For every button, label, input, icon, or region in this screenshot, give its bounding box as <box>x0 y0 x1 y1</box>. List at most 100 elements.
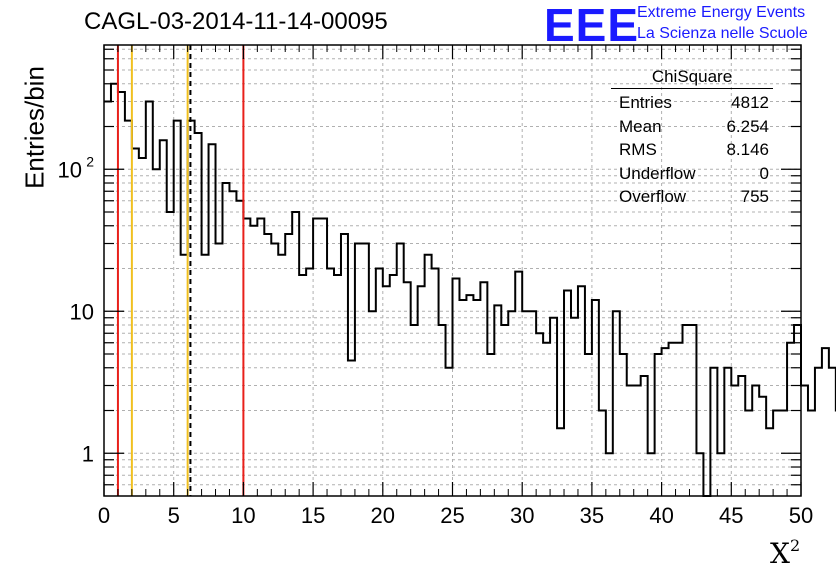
histogram-bin <box>536 333 543 496</box>
histogram-bin <box>341 234 348 496</box>
stats-row: Entries 4812 <box>611 91 773 115</box>
stats-title: ChiSquare <box>611 67 773 89</box>
histogram-bin <box>195 133 202 496</box>
x-tick-label: 20 <box>371 503 395 528</box>
histogram-bin <box>236 201 243 496</box>
histogram-bin <box>362 244 369 496</box>
logo-subtitle-1: Extreme Energy Events <box>637 4 806 21</box>
histogram-bin <box>669 343 676 496</box>
histogram-bin <box>229 191 236 496</box>
histogram-bin <box>641 376 648 496</box>
histogram-bin <box>487 354 494 496</box>
y-tick-label: 10 <box>70 299 94 324</box>
x-tick-label: 50 <box>789 503 813 528</box>
stats-value: 755 <box>740 187 769 206</box>
histogram-bin <box>522 311 529 496</box>
histogram-bin <box>446 368 453 496</box>
histogram-bin <box>209 144 216 496</box>
histogram-bin <box>815 368 822 496</box>
stats-label: RMS <box>619 140 657 159</box>
histogram-bin <box>250 226 257 496</box>
histogram-bin <box>306 269 313 496</box>
histogram-bin <box>634 386 641 496</box>
histogram-bin <box>738 376 745 496</box>
histogram-bin <box>515 272 522 496</box>
histogram-outline <box>104 82 836 497</box>
histogram-bin <box>676 343 683 496</box>
stats-row: Overflow 755 <box>611 185 773 209</box>
histogram-bin <box>216 244 223 496</box>
stats-value: 0 <box>759 163 769 183</box>
histogram-bin <box>327 269 334 496</box>
histogram-series <box>104 82 836 497</box>
histogram-bin <box>508 311 515 496</box>
stats-label: Entries <box>619 93 672 112</box>
histogram-bin <box>585 354 592 496</box>
histogram-bin <box>243 219 250 496</box>
cut-lines <box>116 45 245 496</box>
x-tick-label: 10 <box>231 503 255 528</box>
x-tick-label: 0 <box>98 503 110 528</box>
y-tick-label: 1 <box>82 441 94 466</box>
stats-box: ChiSquare Entries 4812 Mean 6.254 RMS 8.146… <box>611 67 773 209</box>
stats-row: Mean 6.254 <box>611 115 773 139</box>
x-axis-label-symbol: X <box>770 537 790 570</box>
stats-label: Overflow <box>619 187 687 206</box>
histogram-bin <box>724 368 731 496</box>
eee-logo: EEE <box>544 0 640 51</box>
histogram-bin <box>355 244 362 496</box>
x-tick-labels: 0 5 10 15 20 25 30 35 40 45 50 <box>98 503 813 528</box>
histogram-bin <box>822 348 829 496</box>
histogram-bin <box>404 282 411 496</box>
x-axis-label-superscript: 2 <box>789 536 801 555</box>
histogram-bin <box>397 244 404 496</box>
histogram-bin <box>376 269 383 496</box>
histogram-bin <box>146 102 153 496</box>
stats-row: RMS 8.146 <box>611 138 773 162</box>
histogram-bin <box>766 428 773 496</box>
histogram-bin <box>662 348 669 496</box>
histogram-bin <box>564 291 571 496</box>
histogram-bin <box>174 121 181 496</box>
histogram-bin <box>801 386 808 496</box>
axis-ticks <box>103 45 802 496</box>
histogram-bin <box>125 121 132 496</box>
histogram-bin <box>710 368 717 496</box>
histogram-bin <box>104 102 111 496</box>
x-tick-label: 30 <box>510 503 534 528</box>
histogram-bin <box>808 411 815 496</box>
histogram-bin <box>787 343 794 496</box>
stats-value: 6.254 <box>726 116 769 136</box>
histogram-bin <box>752 386 759 496</box>
histogram-bin <box>313 219 320 496</box>
y-axis-label: Entries/bin <box>19 66 50 189</box>
histogram-bin <box>613 311 620 496</box>
histogram-bin <box>257 219 264 496</box>
histogram-bin <box>369 311 376 496</box>
histogram-bin <box>271 244 278 496</box>
histogram-bin <box>320 219 327 496</box>
logo-subtitle-2: La Scienza nelle Scuole <box>637 25 808 42</box>
x-tick-label: 40 <box>649 503 673 528</box>
histogram-bin <box>620 354 627 496</box>
stats-value: 4812 <box>731 93 769 112</box>
histogram-bin <box>655 354 662 496</box>
x-tick-label: 35 <box>580 503 604 528</box>
stats-value: 8.146 <box>726 140 769 159</box>
histogram-bin <box>432 269 439 496</box>
histogram-bin <box>153 169 160 496</box>
histogram-bin <box>550 318 557 496</box>
histogram-bin <box>557 428 564 496</box>
y-tick-label: 10 <box>58 157 82 182</box>
stats-label: Underflow <box>619 163 696 183</box>
histogram-bin <box>285 234 292 496</box>
x-tick-label: 25 <box>440 503 464 528</box>
stats-row: Underflow 0 <box>611 162 773 186</box>
x-tick-label: 15 <box>301 503 325 528</box>
histogram-bin <box>118 92 125 496</box>
histogram-bin <box>759 397 766 496</box>
x-axis-label: X2 <box>770 536 800 570</box>
histogram-bin <box>480 282 487 496</box>
